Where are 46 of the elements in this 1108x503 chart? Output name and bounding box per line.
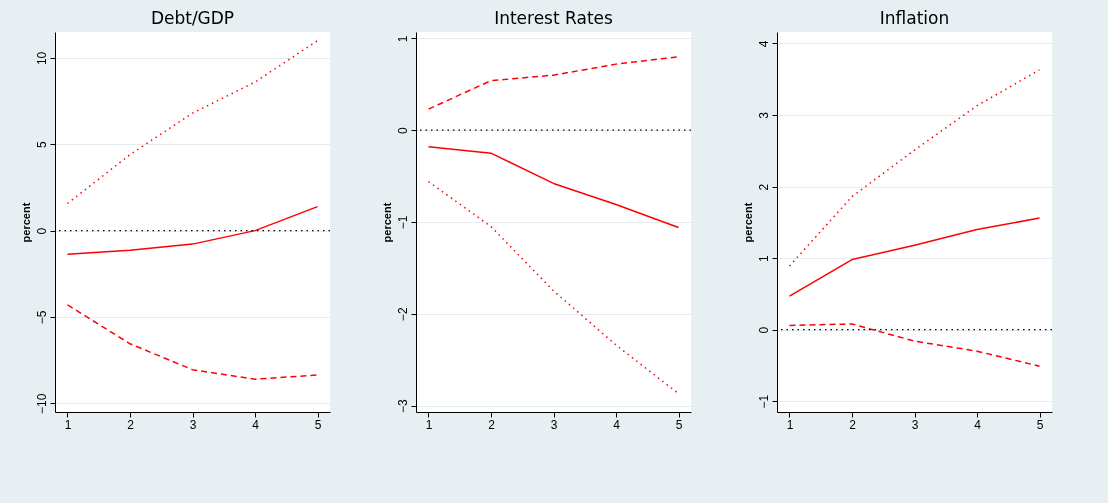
y-axis-title: percent [19,202,32,243]
y-tick-label: 0 [34,227,49,235]
chart-title: Debt/GDP [150,8,235,28]
line-series [66,205,319,256]
line-series [66,39,319,205]
line-series [66,304,319,380]
y-tick-label: 2 [756,183,771,191]
y-tick-label: −10 [34,393,49,415]
x-tick-label: 3 [189,417,197,432]
y-tick-label: 4 [756,40,771,48]
y-tick-label: 0 [756,326,771,334]
x-tick-label: 4 [974,417,982,432]
x-tick-label: 1 [425,417,433,432]
y-tick-label: 10 [34,51,49,66]
line-series [427,180,680,395]
y-tick-label: 5 [34,141,49,149]
x-tick-label: 5 [1036,417,1044,432]
y-axis-title: percent [741,202,754,243]
y-axis-title: percent [380,202,393,243]
chart-title: Inflation [879,8,950,28]
x-tick-label: 2 [849,417,857,432]
y-tick-label: 1 [756,254,771,262]
line-series [427,56,680,110]
x-tick-label: 1 [786,417,794,432]
line-series [788,217,1041,297]
x-tick-label: 4 [613,417,621,432]
y-tick-label: −1 [756,394,771,409]
y-tick-label: 0 [395,127,410,135]
y-tick-label: 1 [395,35,410,43]
x-tick-label: 4 [252,417,260,432]
x-tick-label: 2 [488,417,496,432]
y-tick-label: −1 [395,215,410,230]
x-tick-label: 3 [550,417,558,432]
x-tick-label: 1 [64,417,72,432]
line-series [427,145,680,229]
line-series [788,323,1041,367]
y-tick-label: −3 [395,398,410,413]
x-tick-label: 5 [675,417,683,432]
x-tick-label: 5 [314,417,322,432]
y-tick-label: −5 [34,310,49,325]
y-tick-label: 3 [756,111,771,119]
x-tick-label: 3 [911,417,919,432]
x-tick-label: 2 [127,417,135,432]
line-series [788,69,1041,267]
chart-title: Interest Rates [494,8,614,28]
y-tick-label: −2 [395,307,410,322]
